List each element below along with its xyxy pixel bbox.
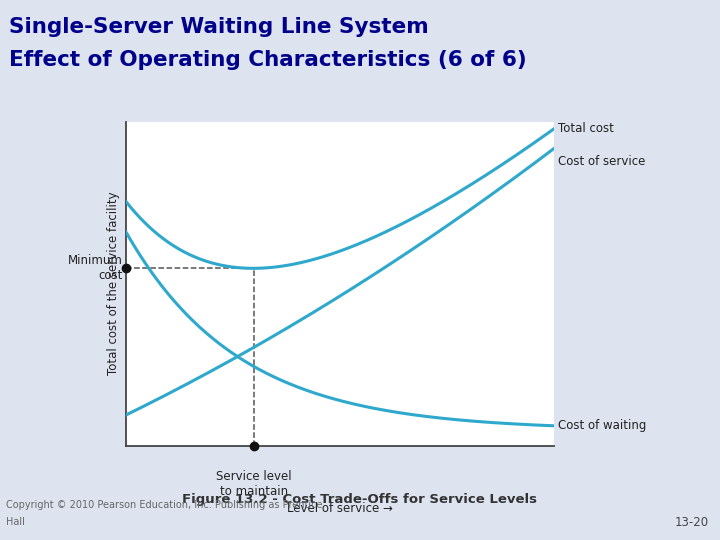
Text: Effect of Operating Characteristics (6 of 6): Effect of Operating Characteristics (6 o… [9,50,526,70]
Text: Figure 13.2 - Cost Trade-Offs for Service Levels: Figure 13.2 - Cost Trade-Offs for Servic… [182,493,538,506]
Text: Level of service →: Level of service → [287,502,393,515]
Text: 13-20: 13-20 [675,516,709,529]
Y-axis label: Total cost of the service facility: Total cost of the service facility [107,192,120,375]
Text: Hall: Hall [6,517,24,527]
Text: Service level
to maintain: Service level to maintain [216,470,292,498]
Text: Cost of waiting: Cost of waiting [558,420,647,433]
Text: Minimum
cost: Minimum cost [68,254,122,282]
Text: Total cost: Total cost [558,122,614,135]
Text: Copyright © 2010 Pearson Education, Inc. Publishing as Prentice: Copyright © 2010 Pearson Education, Inc.… [6,500,323,510]
Text: Cost of service: Cost of service [558,155,645,168]
Text: Single-Server Waiting Line System: Single-Server Waiting Line System [9,17,428,37]
